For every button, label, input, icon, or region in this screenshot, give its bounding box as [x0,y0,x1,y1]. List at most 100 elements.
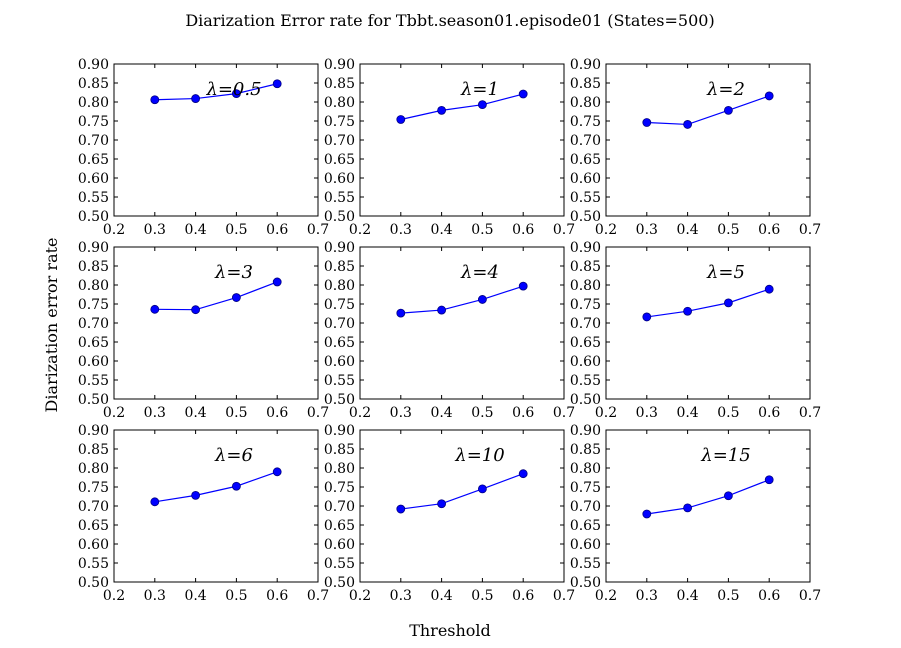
x-tick-label: 0.6 [266,405,288,421]
plot-frame [113,429,319,583]
y-tick-label: 0.75 [78,114,109,130]
y-tick-label: 0.85 [324,442,355,458]
y-tick-label: 0.70 [78,316,109,332]
series-line [400,473,524,510]
x-tick-label: 0.7 [553,588,575,604]
subplot: 0.2 0.3 0.4 0.5 0.6 0.7 0.50 0.55 0.60 0.65 0.70 0.… [78,57,329,238]
subplot: 0.2 0.3 0.4 0.5 0.6 0.7 0.50 0.55 0.60 0.65 0.70 0.… [78,240,329,421]
y-tick-label: 0.55 [324,556,355,572]
series-line [646,479,770,515]
y-tick-label: 0.65 [324,518,355,534]
subplot: 0.2 0.3 0.4 0.5 0.6 0.7 0.50 0.55 0.60 0.65 0.70 0.… [78,423,329,604]
subplot: 0.2 0.3 0.4 0.5 0.6 0.7 0.50 0.55 0.60 0.65 0.70 0.… [324,240,575,421]
y-tick-label: 0.55 [78,373,109,389]
y-tick-label: 0.60 [570,537,601,553]
subplot: 0.2 0.3 0.4 0.5 0.6 0.7 0.50 0.55 0.60 0.65 0.70 0.… [324,423,575,604]
y-tick-label: 0.75 [324,297,355,313]
y-tick-label: 0.55 [570,373,601,389]
y-tick-label: 0.50 [570,209,601,225]
x-tick-label: 0.4 [184,405,206,421]
lambda-annotation: λ=10 [454,445,504,466]
y-tick-label: 0.55 [570,556,601,572]
x-axis-label: Threshold [409,621,491,640]
x-tick-label: 0.4 [430,222,452,238]
y-tick-label: 0.65 [570,518,601,534]
data-point [642,312,652,322]
y-tick-label: 0.55 [324,373,355,389]
data-point [272,467,282,477]
x-tick-label: 0.5 [471,222,493,238]
lambda-annotation: λ=6 [214,445,253,466]
y-tick-label: 0.90 [78,423,109,439]
data-point [150,497,160,507]
data-point [518,469,528,479]
x-tick-label: 0.6 [758,588,780,604]
lambda-annotation: λ=3 [214,262,253,283]
y-tick-label: 0.70 [78,133,109,149]
plot-frame [359,429,565,583]
x-tick-label: 0.5 [471,588,493,604]
y-tick-label: 0.80 [78,461,109,477]
x-tick-label: 0.4 [184,588,206,604]
x-tick-label: 0.2 [103,222,125,238]
series-line [400,93,524,121]
y-tick-label: 0.65 [324,335,355,351]
lambda-annotation: λ=15 [700,445,750,466]
y-tick-label: 0.70 [570,316,601,332]
y-tick-label: 0.60 [324,171,355,187]
data-point [683,503,692,513]
x-tick-label: 0.5 [717,222,739,238]
data-point [191,490,201,500]
plot-frame [113,63,319,217]
y-tick-label: 0.85 [324,259,355,275]
x-tick-label: 0.3 [144,405,166,421]
y-tick-label: 0.55 [570,190,601,206]
x-tick-label: 0.2 [595,222,617,238]
y-tick-label: 0.50 [324,392,355,408]
x-tick-label: 0.4 [430,405,452,421]
y-tick-label: 0.80 [324,461,355,477]
y-tick-label: 0.90 [324,423,355,439]
y-tick-label: 0.75 [570,480,601,496]
data-point [642,118,652,127]
y-tick-label: 0.60 [78,171,109,187]
data-point [272,79,282,89]
data-point [396,504,406,514]
x-tick-label: 0.3 [390,588,412,604]
y-tick-label: 0.85 [570,259,601,275]
y-tick-label: 0.85 [78,442,109,458]
y-tick-label: 0.90 [78,240,109,256]
data-point [191,305,201,315]
data-point [477,484,487,494]
y-tick-label: 0.60 [570,354,601,370]
y-tick-label: 0.85 [324,76,355,92]
plot-frame [605,246,811,400]
x-tick-label: 0.6 [266,222,288,238]
y-tick-label: 0.80 [78,95,109,111]
x-tick-label: 0.2 [349,405,371,421]
lambda-annotation: λ=2 [706,79,745,100]
lambda-annotation: λ=4 [460,262,499,283]
y-tick-label: 0.65 [324,152,355,168]
data-point [437,499,447,509]
y-tick-label: 0.55 [78,190,109,206]
x-tick-label: 0.7 [799,588,821,604]
x-tick-label: 0.2 [349,222,371,238]
y-tick-label: 0.85 [78,259,109,275]
plot-frame [605,429,811,583]
data-point [764,284,774,294]
x-tick-label: 0.4 [184,222,206,238]
subplot: 0.2 0.3 0.4 0.5 0.6 0.7 0.50 0.55 0.60 0.65 0.70 0.… [324,57,575,238]
x-tick-label: 0.2 [595,588,617,604]
data-point [396,115,406,124]
y-tick-label: 0.50 [78,209,109,225]
x-tick-label: 0.3 [144,222,166,238]
y-tick-label: 0.65 [78,152,109,168]
x-tick-label: 0.5 [717,405,739,421]
data-point [191,94,201,103]
series-line [646,95,770,126]
plot-frame [605,63,811,217]
data-point [642,509,652,519]
x-tick-label: 0.3 [144,588,166,604]
y-tick-label: 0.70 [324,499,355,515]
